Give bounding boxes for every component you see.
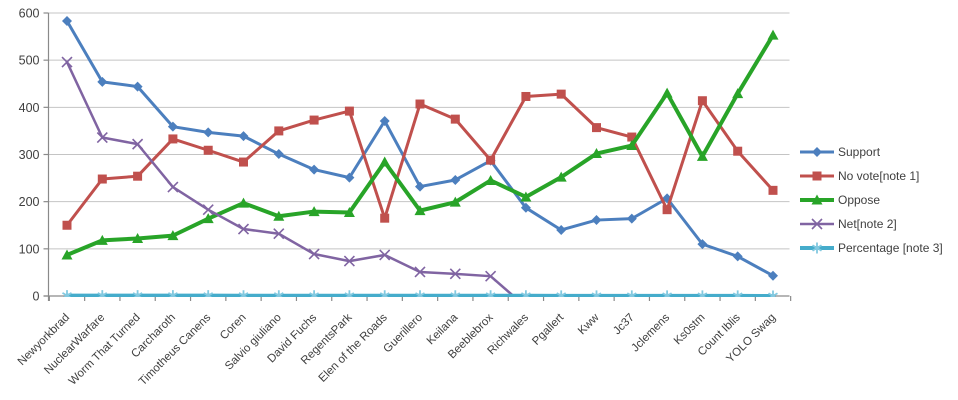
legend-label-oppose: Oppose: [838, 193, 881, 207]
x-axis-tick-label: Keilana: [425, 311, 461, 347]
x-axis-tick-label: Jclemens: [629, 311, 672, 354]
y-axis-tick-label: 600: [19, 7, 40, 21]
legend-item-no-vote: No vote[note 1]: [799, 169, 943, 183]
series-percentage-note-3: [62, 290, 778, 297]
x-axis-tick-label: NuclearWarfare: [42, 312, 107, 377]
legend-item-support: Support: [799, 145, 943, 159]
legend-item-percentage: Percentage [note 3]: [799, 241, 943, 255]
x-axis-tick-label: Jc37: [611, 312, 637, 338]
legend-item-oppose: Oppose: [799, 193, 943, 207]
x-axis-tick-label: Elen of the Roads: [317, 311, 390, 384]
y-axis-tick-label: 200: [19, 195, 40, 209]
oppose-line-icon: [800, 194, 834, 205]
legend-label-net: Net[note 2]: [838, 217, 897, 231]
no-vote-line-icon: [800, 171, 834, 181]
legend-label-no-vote: No vote[note 1]: [838, 169, 920, 183]
x-axis-tick-label: Pgallert: [530, 311, 567, 348]
series-support: [62, 16, 778, 281]
x-axis-tick-label: Kww: [576, 311, 602, 337]
support-line-icon: [800, 147, 834, 157]
y-axis-labels: 0 100 200 300 400 500 600: [19, 7, 40, 304]
net-line-icon: [800, 218, 834, 230]
chart-legend: Support No vote[note 1] Oppose Net[note …: [799, 145, 943, 255]
y-axis-tick-label: 100: [19, 242, 40, 256]
y-axis-tick-label: 500: [19, 54, 40, 68]
y-axis-tick-label: 400: [19, 101, 40, 115]
series-oppose: [61, 29, 779, 260]
percentage-line-icon: [800, 242, 834, 254]
y-axis-tick-label: 0: [33, 290, 40, 304]
series-no-vote-note-1: [62, 89, 778, 230]
x-axis-tick-label: Ks0stm: [672, 312, 708, 348]
x-axis-tick-label: Timotheus Canens: [137, 311, 214, 388]
legend-label-support: Support: [838, 145, 881, 159]
legend-item-net: Net[note 2]: [799, 217, 943, 231]
x-axis-tick-label: Coren: [218, 312, 249, 343]
series-net-note-2: [61, 56, 517, 297]
legend-label-percentage: Percentage [note 3]: [838, 241, 943, 255]
x-axis-tick-label: Guerillero: [381, 312, 425, 356]
y-axis-tick-label: 300: [19, 148, 40, 162]
gridlines: [48, 12, 790, 250]
